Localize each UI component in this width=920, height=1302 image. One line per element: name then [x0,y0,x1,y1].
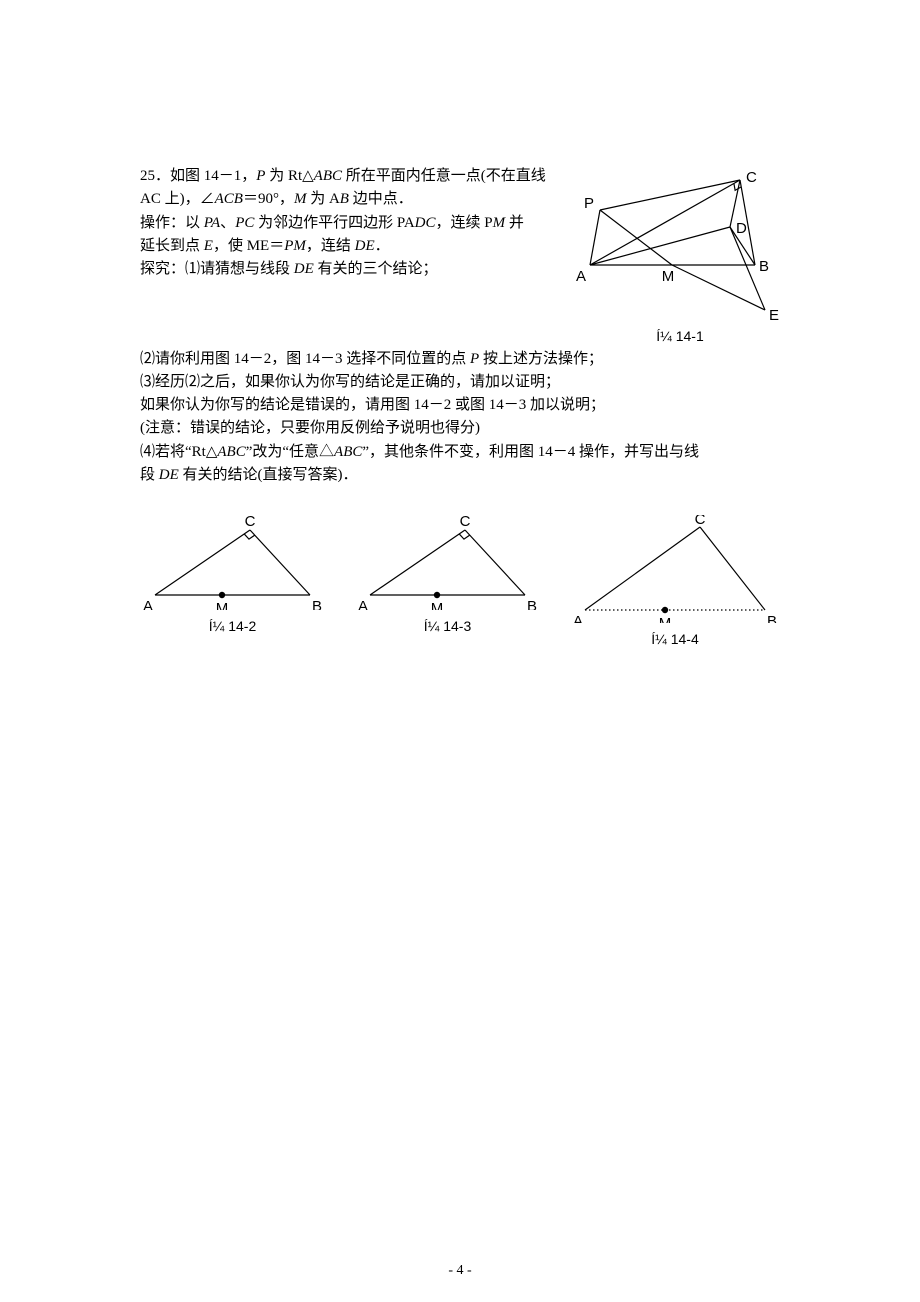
t: 为 A [306,191,339,207]
line-3: 操作：以 PA、PC 为邻边作平行四边形 PADC，连续 PM 并 [140,212,570,235]
it-B: B [340,191,349,207]
svg-text:E: E [769,307,779,320]
svg-text:A: A [573,613,583,623]
figure-2-caption: Í¼ 14-2 [209,616,256,638]
svg-text:C: C [746,169,757,186]
line-9: (注意：错误的结论，只要你用反例给予说明也得分) [140,417,780,440]
it-DE: DE [355,238,375,254]
it-DE: DE [159,467,179,483]
line-2: AC 上)，∠ACB＝90°，M 为 AB 边中点． [140,188,570,211]
t: 延长到点 [140,238,204,254]
svg-text:M: M [216,600,229,610]
svg-text:A: A [358,598,368,610]
svg-text:C: C [460,515,471,530]
svg-text:B: B [759,258,769,275]
it-ACB: ACB [215,191,243,207]
svg-text:A: A [143,598,153,610]
line-8: 如果你认为你写的结论是错误的，请用图 14－2 或图 14－3 加以说明； [140,394,780,417]
t: 所在平面内任意一点(不在直线 [342,168,546,184]
t: 边中点． [349,191,413,207]
svg-text:P: P [584,195,594,212]
it-DE: DE [294,261,314,277]
t: ，连续 P [436,215,493,231]
figure-1-caption: Í¼ 14-1 [656,326,703,348]
t: 有关的结论(直接写答案)． [179,467,358,483]
line-7: ⑶经历⑵之后，如果你认为你写的结论是正确的，请加以证明； [140,371,780,394]
it-M: M [493,215,506,231]
it-E: E [204,238,213,254]
t: 为 Rt△ [265,168,313,184]
t: 并 [505,215,524,231]
line-1: 25．如图 14－1，P 为 Rt△ABC 所在平面内任意一点(不在直线 [140,165,570,188]
line-11: 段 DE 有关的结论(直接写答案)． [140,464,780,487]
t: 、 [220,215,235,231]
it-DC: DC [415,215,436,231]
t: 探究：⑴请猜想与线段 [140,261,294,277]
t: ． [375,238,390,254]
figure-4: A B C M Í¼ 14-4 [570,515,780,651]
t: 段 [140,467,159,483]
figure-2: A B C M Í¼ 14-2 [140,515,325,651]
it-PA: PA [204,215,220,231]
t: 如图 14－1， [170,168,256,184]
figure-1-wrap: A B C P D M E Í¼ 14-1 [570,165,790,348]
t: 有关的三个结论； [314,261,438,277]
it-PM: PM [284,238,306,254]
svg-text:M: M [431,600,444,610]
line-10: ⑷若将“Rt△ABC”改为“任意△ABC”，其他条件不变，利用图 14－4 操作… [140,441,780,464]
svg-text:B: B [527,598,537,610]
t: ＝90°， [243,191,294,207]
it-PC: PC [235,215,254,231]
svg-text:B: B [767,613,777,623]
it-P: P [470,351,479,367]
t: 按上述方法操作； [479,351,603,367]
t: ”，其他条件不变，利用图 14－4 操作，并写出与线 [362,444,699,460]
t: ”改为“任意△ [246,444,334,460]
line-4: 延长到点 E，使 ME＝PM，连结 DE． [140,235,570,258]
figures-row: A B C M Í¼ 14-2 A B C M Í¼ 14-3 A B C M Í¼ 14-4 [140,515,780,651]
svg-text:D: D [736,220,747,237]
it-ABC: ABC [217,444,245,460]
t: 操作：以 [140,215,204,231]
problem-top-row: 25．如图 14－1，P 为 Rt△ABC 所在平面内任意一点(不在直线 AC … [140,165,780,348]
svg-text:C: C [245,515,256,530]
line-5: 探究：⑴请猜想与线段 DE 有关的三个结论； [140,258,570,281]
problem-text-wide: ⑵请你利用图 14－2，图 14－3 选择不同位置的点 P 按上述方法操作； ⑶… [140,348,780,488]
svg-text:M: M [662,268,675,285]
t: ，使 ME＝ [213,238,284,254]
figure-1-svg: A B C P D M E [570,165,790,320]
problem-number: 25． [140,168,170,184]
t: AC 上)，∠ [140,191,215,207]
it-ABC: ABC [314,168,342,184]
figure-3-svg: A B C M [355,515,540,610]
page: 25．如图 14－1，P 为 Rt△ABC 所在平面内任意一点(不在直线 AC … [0,0,920,651]
figure-2-svg: A B C M [140,515,325,610]
it-ABC: ABC [334,444,362,460]
t: ⑷若将“Rt△ [140,444,217,460]
t: ⑵请你利用图 14－2，图 14－3 选择不同位置的点 [140,351,470,367]
problem-text-narrow: 25．如图 14－1，P 为 Rt△ABC 所在平面内任意一点(不在直线 AC … [140,165,570,281]
figure-3-caption: Í¼ 14-3 [424,616,471,638]
svg-text:M: M [659,615,672,623]
it-M: M [294,191,307,207]
figure-4-caption: Í¼ 14-4 [651,629,698,651]
t: ，连结 [306,238,355,254]
page-number: - 4 - [0,1260,920,1282]
figure-3: A B C M Í¼ 14-3 [355,515,540,651]
svg-text:B: B [312,598,322,610]
figure-1: A B C P D M E Í¼ 14-1 [570,165,790,348]
svg-text:C: C [695,515,706,528]
t: 为邻边作平行四边形 PA [254,215,414,231]
figure-4-svg: A B C M [570,515,780,623]
svg-text:A: A [576,268,586,285]
line-6: ⑵请你利用图 14－2，图 14－3 选择不同位置的点 P 按上述方法操作； [140,348,780,371]
